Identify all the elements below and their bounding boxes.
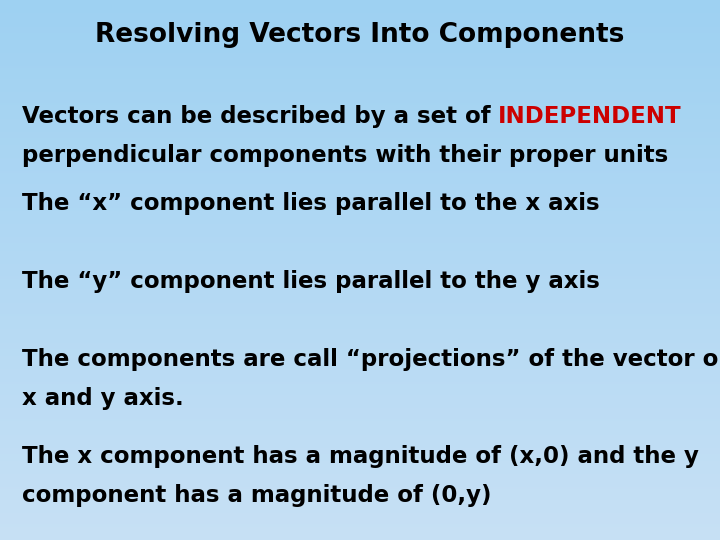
- Text: Resolving Vectors Into Components: Resolving Vectors Into Components: [95, 22, 625, 48]
- Text: x and y axis.: x and y axis.: [22, 387, 184, 410]
- Text: The components are call “projections” of the vector on the: The components are call “projections” of…: [22, 348, 720, 372]
- Text: INDEPENDENT: INDEPENDENT: [498, 105, 682, 129]
- Text: component has a magnitude of (0,y): component has a magnitude of (0,y): [22, 484, 491, 508]
- Text: The “y” component lies parallel to the y axis: The “y” component lies parallel to the y…: [22, 270, 600, 293]
- Text: The “x” component lies parallel to the x axis: The “x” component lies parallel to the x…: [22, 192, 599, 215]
- Text: Vectors can be described by a set of: Vectors can be described by a set of: [22, 105, 498, 129]
- Text: The x component has a magnitude of (x,0) and the y: The x component has a magnitude of (x,0)…: [22, 446, 698, 469]
- Text: perpendicular components with their proper units: perpendicular components with their prop…: [22, 144, 668, 167]
